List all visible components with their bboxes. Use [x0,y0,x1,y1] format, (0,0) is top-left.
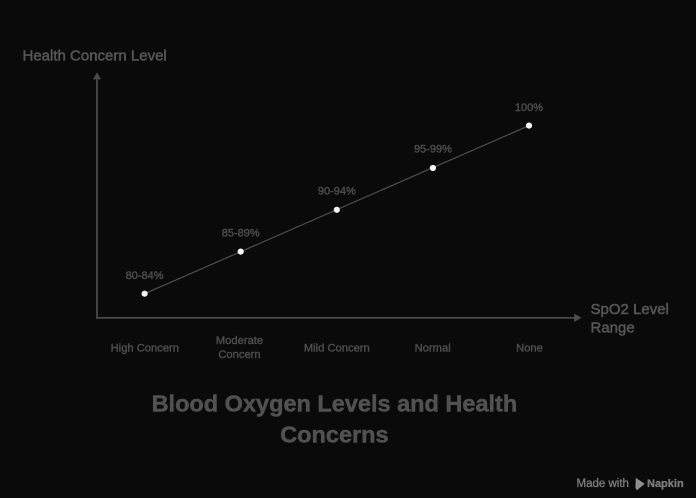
svg-text:Moderate: Moderate [216,335,263,347]
svg-text:80-84%: 80-84% [126,270,164,282]
svg-text:High Concern: High Concern [111,343,179,355]
svg-text:Mild Concern: Mild Concern [304,343,370,355]
svg-text:Concerns: Concerns [280,422,388,448]
svg-text:90-94%: 90-94% [318,186,356,198]
svg-text:Health Concern Level: Health Concern Level [23,48,167,65]
svg-text:Napkin: Napkin [647,478,684,490]
svg-text:85-89%: 85-89% [222,228,260,240]
svg-text:95-99%: 95-99% [414,143,452,155]
svg-text:None: None [516,343,543,355]
svg-text:100%: 100% [515,102,543,114]
svg-text:SpO2 Level: SpO2 Level [591,301,669,318]
svg-text:Made with: Made with [577,478,629,490]
svg-text:Normal: Normal [415,343,451,355]
svg-text:Range: Range [591,320,635,337]
svg-text:Blood Oxygen Levels and Health: Blood Oxygen Levels and Health [152,390,518,416]
svg-text:Concern: Concern [218,349,260,361]
